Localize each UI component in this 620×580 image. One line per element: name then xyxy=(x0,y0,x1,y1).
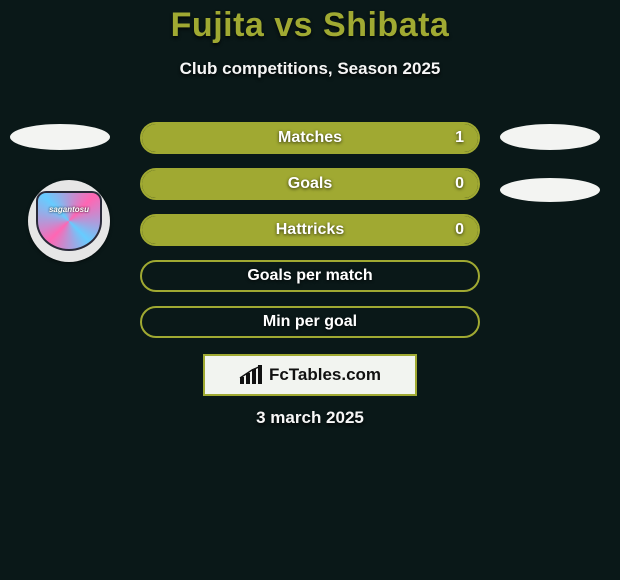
left-team-placeholder xyxy=(10,124,110,150)
page-title: Fujita vs Shibata xyxy=(0,0,620,45)
bars-icon xyxy=(239,365,263,385)
stat-bar: Goals0 xyxy=(140,168,480,200)
stat-bar: Min per goal xyxy=(140,306,480,338)
sagantosu-badge-icon: sagantosu xyxy=(36,191,102,251)
stat-bar: Goals per match xyxy=(140,260,480,292)
stat-bar-label: Hattricks xyxy=(142,216,478,244)
stat-bars: Matches1Goals0Hattricks0Goals per matchM… xyxy=(140,122,480,352)
watermark-text: FcTables.com xyxy=(269,365,381,385)
badge-text: sagantosu xyxy=(49,205,89,214)
stat-bar: Matches1 xyxy=(140,122,480,154)
stat-bar-label: Min per goal xyxy=(142,308,478,336)
stat-bar-value: 0 xyxy=(455,216,464,244)
comparison-card: Fujita vs Shibata Club competitions, Sea… xyxy=(0,0,620,580)
stat-bar-label: Goals per match xyxy=(142,262,478,290)
watermark: FcTables.com xyxy=(203,354,417,396)
stat-bar-value: 0 xyxy=(455,170,464,198)
right-team-placeholder-2 xyxy=(500,178,600,202)
stat-bar: Hattricks0 xyxy=(140,214,480,246)
right-team-placeholder-1 xyxy=(500,124,600,150)
date-text: 3 march 2025 xyxy=(0,408,620,428)
stat-bar-value: 1 xyxy=(455,124,464,152)
subtitle: Club competitions, Season 2025 xyxy=(0,59,620,79)
stat-bar-label: Matches xyxy=(142,124,478,152)
left-team-logo: sagantosu xyxy=(28,180,110,262)
stat-bar-label: Goals xyxy=(142,170,478,198)
